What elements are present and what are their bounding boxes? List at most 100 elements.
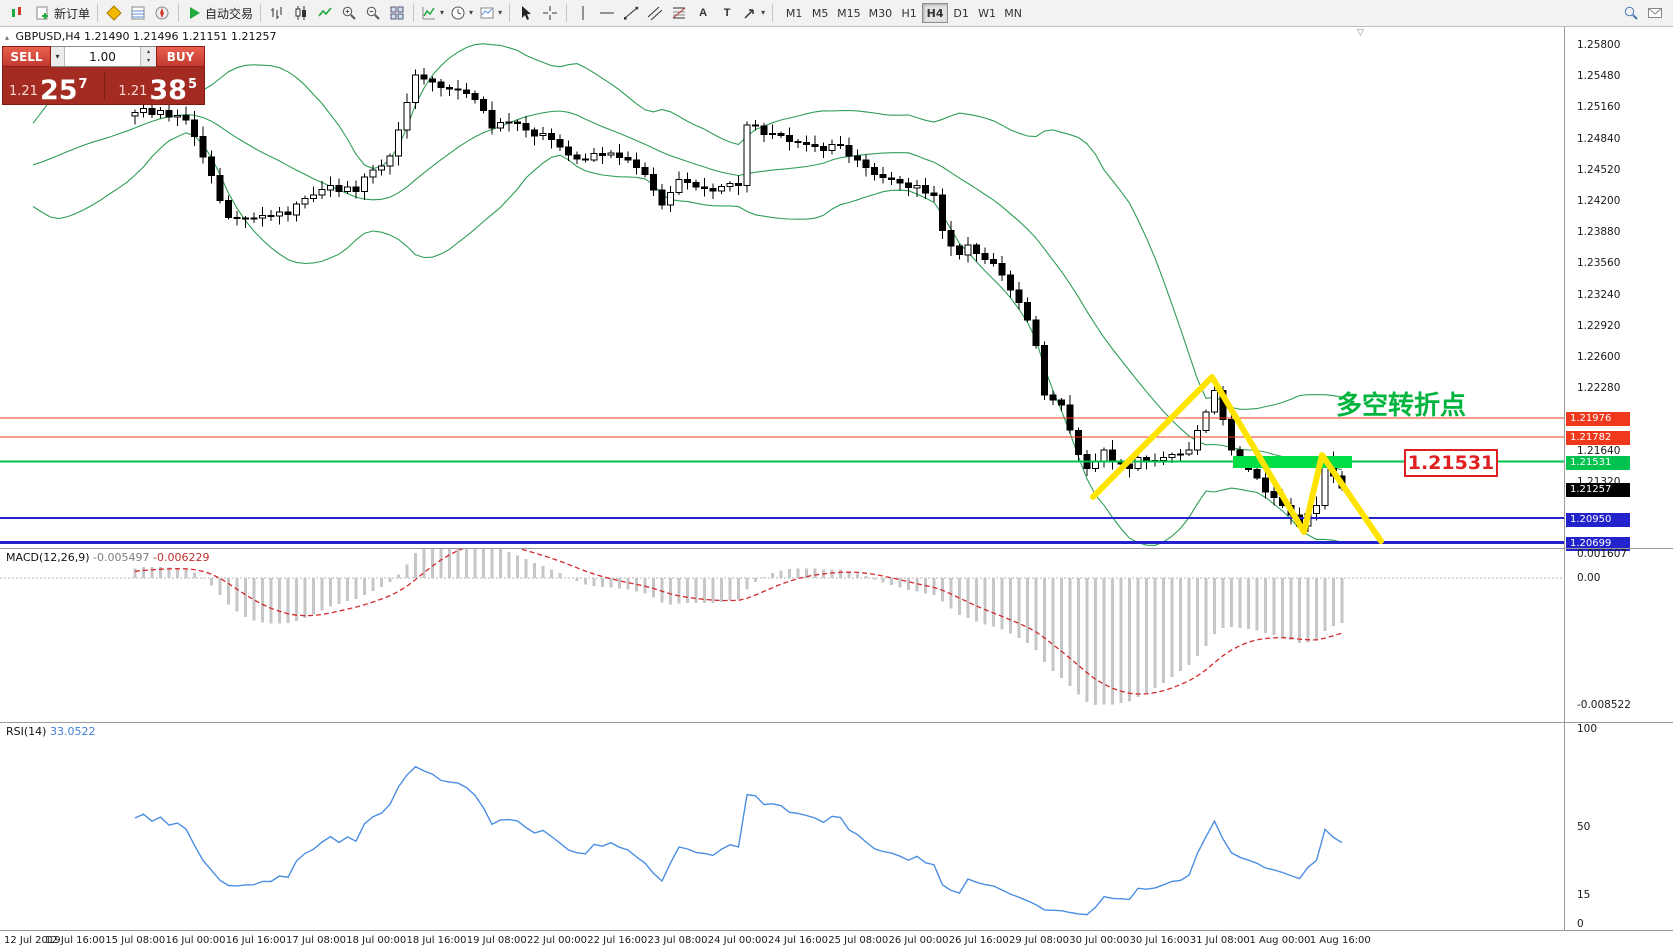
price-axis-label: 1.25480 [1577,70,1621,83]
rsi-line [134,765,1343,916]
timeframe-w1[interactable]: W1 [974,3,1000,23]
crosshair-button[interactable] [538,2,562,24]
macd-label: MACD(12,26,9) -0.005497 -0.006229 [6,551,210,564]
time-axis-label: 30 Jul 16:00 [1129,935,1190,946]
price-axis-label: 1.25800 [1577,39,1621,51]
line-chart-button[interactable] [313,2,337,24]
volume-down-button[interactable]: ▾ [141,56,156,66]
timeframe-d1[interactable]: D1 [948,3,974,23]
time-axis-label: 22 Jul 16:00 [587,935,648,946]
vertical-line-button[interactable] [571,2,595,24]
volume-input[interactable] [65,47,140,66]
time-axis-label: 12 Jul 16:00 [45,935,105,946]
timeframe-m5[interactable]: M5 [807,3,833,23]
price-axis-label: 1.22920 [1577,319,1621,332]
rsi-pane[interactable]: RSI(14) 33.0522 [0,723,1564,930]
fibonacci-button[interactable] [667,2,691,24]
time-axis-label: 16 Jul 16:00 [225,935,286,946]
rsi-scale-label: 50 [1577,820,1591,833]
candlestick-series [131,68,1346,532]
autotrading-label: 自动交易 [205,6,254,21]
time-axis-label: 12 Jul 2019 [4,935,61,946]
timeframe-h1[interactable]: H1 [896,3,922,23]
price-axis-label: 1.24520 [1577,163,1621,176]
navigator-button[interactable] [150,2,174,24]
messages-button[interactable] [1643,2,1667,24]
horizontal-line-button[interactable] [595,2,619,24]
zoom-in-button[interactable] [337,2,361,24]
autotrading-button[interactable]: 自动交易 [183,2,256,24]
new-order-button[interactable]: 新订单 [32,2,93,24]
tile-windows-button[interactable] [385,2,409,24]
candle-chart-button[interactable] [289,2,313,24]
timeframe-m1[interactable]: M1 [781,3,807,23]
highlight-zone[interactable] [1233,456,1352,468]
time-axis-label: 15 Jul 08:00 [105,935,166,946]
price-marker-1.21531: 1.21531 [1566,455,1630,470]
buy-price[interactable]: 1.21 38 5 [118,75,197,106]
volume-control: ▾ ▴ ▾ [51,46,156,67]
text-button[interactable]: A [691,2,715,24]
time-axis-label: 24 Jul 16:00 [768,935,828,946]
trendline-button[interactable] [619,2,643,24]
rsi-scale-label: 15 [1577,888,1591,901]
time-axis-label: 30 Jul 00:00 [1069,935,1130,946]
macd-histogram [133,549,1344,705]
time-axis-label: 26 Jul 00:00 [888,935,949,946]
time-axis-label: 31 Jul 08:00 [1189,935,1250,946]
time-axis-label: 1 Aug 16:00 [1309,935,1371,946]
bid-price-marker: 1.21257 [1566,482,1630,497]
time-axis[interactable]: 12 Jul 2019 12 Jul 16:00 15 Jul 08:00 16 Ju… [0,931,1673,951]
time-axis-label: 1 Aug 00:00 [1249,935,1311,946]
time-axis-label: 25 Jul 08:00 [828,935,889,946]
bar-chart-button[interactable] [265,2,289,24]
price-callout-box[interactable]: 1.21531 [1404,449,1498,477]
time-axis-label: 24 Jul 00:00 [707,935,768,946]
zoom-out-button[interactable] [361,2,385,24]
market-watch-button[interactable] [102,2,126,24]
symbol-triangle-icon: ▴ [5,33,10,42]
chart-annotation-text[interactable]: 多空转折点 [1336,391,1467,421]
timeframe-mn[interactable]: MN [1000,3,1026,23]
pane-divider[interactable] [0,548,1673,549]
text-label-button[interactable]: T [715,2,739,24]
sell-price[interactable]: 1.21 25 7 [9,75,88,106]
price-axis-label: 1.22280 [1577,382,1621,395]
indicators-button[interactable]: ▾ [418,2,447,24]
symbol-timeframe: GBPUSD,H4 [15,30,81,43]
price-marker-1.21782: 1.21782 [1566,431,1630,446]
timeframe-h4[interactable]: H4 [922,3,949,23]
zigzag-drawing[interactable] [1090,374,1384,544]
volume-up-button[interactable]: ▴ [141,47,156,57]
sell-button[interactable]: SELL [2,46,51,67]
macd-pane[interactable]: MACD(12,26,9) -0.005497 -0.006229 [0,549,1564,722]
axis-divider [1564,27,1565,931]
toolbar: 新订单 自动交易 [0,0,1673,27]
timeframe-m15[interactable]: M15 [833,3,865,23]
buy-button[interactable]: BUY [156,46,205,67]
search-button[interactable] [1619,2,1643,24]
data-window-button[interactable] [126,2,150,24]
pane-divider [0,930,1673,931]
templates-button[interactable]: ▾ [476,2,505,24]
macd-scale-label: 0.001607 [1577,548,1628,560]
time-axis-label: 29 Jul 08:00 [1009,935,1069,946]
main-chart[interactable] [0,27,1564,548]
horizontal-level-lines[interactable] [0,417,1564,545]
cursor-button[interactable] [514,2,538,24]
price-axis-label: 1.24200 [1577,195,1621,208]
main-chart-pane[interactable]: ▴ GBPUSD,H4 1.21490 1.21496 1.21151 1.21… [0,27,1564,548]
price-marker-1.21976: 1.21976 [1566,412,1630,427]
time-axis-label: 22 Jul 00:00 [527,935,587,946]
pane-divider[interactable] [0,722,1673,723]
price-axis[interactable]: 1.25800 1.25480 1.25160 1.24840 1.24520 1.242… [1565,27,1673,931]
timeframe-m30[interactable]: M30 [865,3,897,23]
channel-button[interactable] [643,2,667,24]
price-axis-label: 1.22600 [1577,351,1621,364]
ohlc-values: 1.21490 1.21496 1.21151 1.21257 [84,30,277,43]
macd-chart[interactable] [0,549,1564,722]
rsi-chart[interactable] [0,723,1564,930]
periods-button[interactable]: ▾ [447,2,476,24]
arrows-button[interactable]: ▾ [739,2,768,24]
volume-dropdown-button[interactable]: ▾ [51,47,65,66]
